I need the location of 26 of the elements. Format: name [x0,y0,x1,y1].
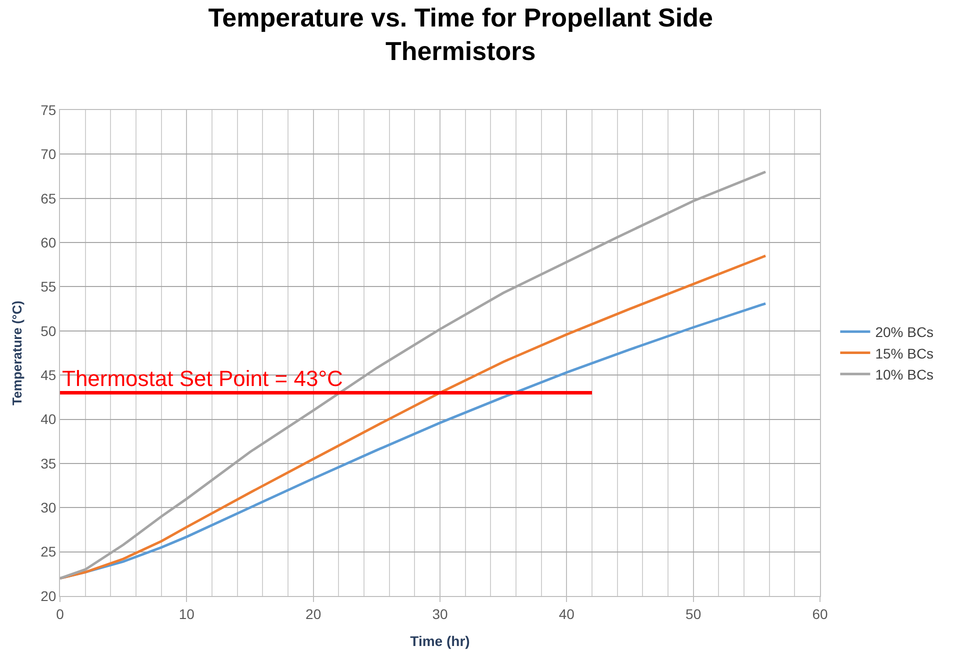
y-tick-label: 30 [40,500,56,516]
y-tick-label: 35 [40,455,56,472]
y-tick-label: 45 [40,366,56,383]
x-tick-label: 20 [306,606,322,622]
legend-label: 15% BCs [875,345,934,362]
x-tick-label: 60 [812,606,828,622]
y-tick-label: 65 [40,190,56,206]
x-tick-label: 40 [558,606,575,622]
y-tick-label: 25 [40,544,56,560]
x-axis-title: Time (hr) [410,633,470,650]
y-tick-label: 40 [40,411,56,428]
y-tick-label: 50 [40,322,56,339]
x-tick-label: 10 [178,606,195,622]
y-tick-label: 70 [40,146,56,162]
y-tick-label: 55 [40,278,56,295]
legend-label: 10% BCs [875,366,934,382]
legend-label: 20% BCs [875,324,934,340]
x-tick-label: 30 [432,606,448,622]
annotation: Thermostat Set Point = 43°C [62,366,343,391]
y-tick-label: 20 [40,588,56,604]
x-tick-label: 50 [686,606,702,622]
x-tick-label: 0 [56,606,64,622]
y-tick-label: 75 [40,102,56,118]
y-tick-label: 60 [40,234,56,250]
chart-title: Temperature vs. Time for Propellant Side Thermistors [208,2,713,66]
y-axis-title: Temperature (°C) [10,300,25,406]
